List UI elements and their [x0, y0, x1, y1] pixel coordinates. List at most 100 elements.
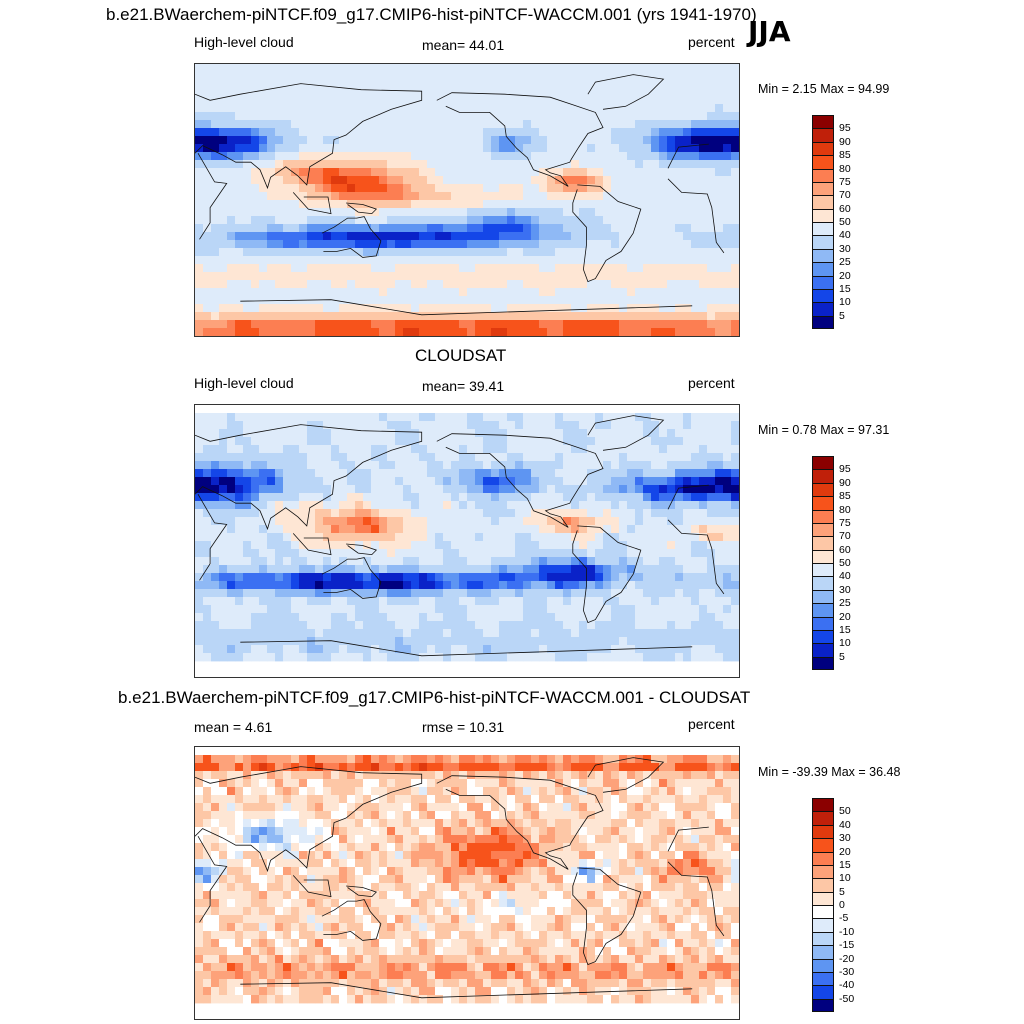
field-cell: [427, 509, 436, 518]
field-cell: [435, 573, 444, 582]
field-cell: [667, 160, 676, 169]
field-cell: [203, 80, 212, 89]
field-cell: [379, 763, 388, 772]
field-cell: [451, 256, 460, 265]
field-cell: [371, 549, 380, 558]
field-cell: [595, 80, 604, 89]
field-cell: [667, 216, 676, 225]
field-cell: [611, 613, 620, 622]
field-cell: [299, 280, 308, 289]
field-cell: [235, 453, 244, 462]
field-cell: [227, 645, 236, 654]
field-cell: [571, 160, 580, 169]
field-cell: [635, 803, 644, 812]
field-cell: [683, 525, 692, 534]
field-cell: [579, 144, 588, 153]
field-cell: [603, 549, 612, 558]
field-cell: [563, 469, 572, 478]
field-cell: [331, 605, 340, 614]
field-cell: [731, 80, 739, 89]
field-cell: [435, 581, 444, 590]
field-cell: [619, 787, 628, 796]
field-cell: [339, 304, 348, 313]
field-cell: [731, 320, 739, 329]
field-cell: [427, 589, 436, 598]
field-cell: [539, 795, 548, 804]
field-cell: [659, 288, 668, 297]
field-cell: [195, 104, 204, 113]
field-cell: [667, 224, 676, 233]
field-cell: [491, 80, 500, 89]
field-cell: [555, 533, 564, 542]
field-cell: [275, 200, 284, 209]
field-cell: [651, 200, 660, 209]
field-cell: [251, 72, 260, 81]
field-cell: [499, 453, 508, 462]
field-cell: [299, 144, 308, 153]
field-cell: [643, 621, 652, 630]
field-cell: [435, 272, 444, 281]
field-cell: [491, 525, 500, 534]
field-cell: [643, 80, 652, 89]
field-cell: [587, 413, 596, 422]
field-cell: [563, 328, 572, 336]
field-cell: [363, 112, 372, 121]
field-cell: [563, 240, 572, 249]
field-cell: [259, 176, 268, 185]
field-cell: [219, 280, 228, 289]
field-cell: [731, 461, 739, 470]
field-cell: [419, 232, 428, 241]
field-cell: [411, 501, 420, 510]
field-cell: [523, 653, 532, 662]
field-cell: [691, 557, 700, 566]
field-cell: [451, 453, 460, 462]
field-cell: [403, 581, 412, 590]
field-cell: [731, 581, 739, 590]
field-cell: [275, 453, 284, 462]
field-cell: [459, 224, 468, 233]
field-cell: [355, 216, 364, 225]
field-cell: [459, 557, 468, 566]
field-cell: [571, 629, 580, 638]
field-cell: [579, 256, 588, 265]
field-cell: [339, 629, 348, 638]
field-cell: [259, 421, 268, 430]
field-cell: [691, 288, 700, 297]
field-cell: [643, 112, 652, 121]
field-cell: [523, 637, 532, 646]
field-cell: [339, 104, 348, 113]
field-cell: [443, 755, 452, 764]
field-cell: [347, 272, 356, 281]
field-cell: [419, 755, 428, 764]
field-cell: [579, 581, 588, 590]
field-cell: [595, 216, 604, 225]
field-cell: [419, 413, 428, 422]
field-cell: [699, 645, 708, 654]
field-cell: [371, 192, 380, 201]
field-cell: [579, 192, 588, 201]
field-cell: [667, 629, 676, 638]
field-cell: [467, 144, 476, 153]
field-cell: [235, 803, 244, 812]
field-cell: [563, 771, 572, 780]
field-cell: [619, 296, 628, 305]
panel-mean-label: mean= 39.41: [422, 378, 505, 394]
field-cell: [595, 589, 604, 598]
field-cell: [275, 144, 284, 153]
field-cell: [603, 136, 612, 145]
field-cell: [267, 240, 276, 249]
field-cell: [371, 280, 380, 289]
field-cell: [291, 184, 300, 193]
field-cell: [339, 525, 348, 534]
field-cell: [715, 437, 724, 446]
field-cell: [467, 557, 476, 566]
field-cell: [571, 573, 580, 582]
field-cell: [539, 152, 548, 161]
field-cell: [715, 469, 724, 478]
coastline: [321, 557, 382, 599]
field-cell: [731, 104, 739, 113]
field-cell: [227, 192, 236, 201]
field-cell: [363, 288, 372, 297]
field-cell: [699, 208, 708, 217]
field-cell: [515, 80, 524, 89]
